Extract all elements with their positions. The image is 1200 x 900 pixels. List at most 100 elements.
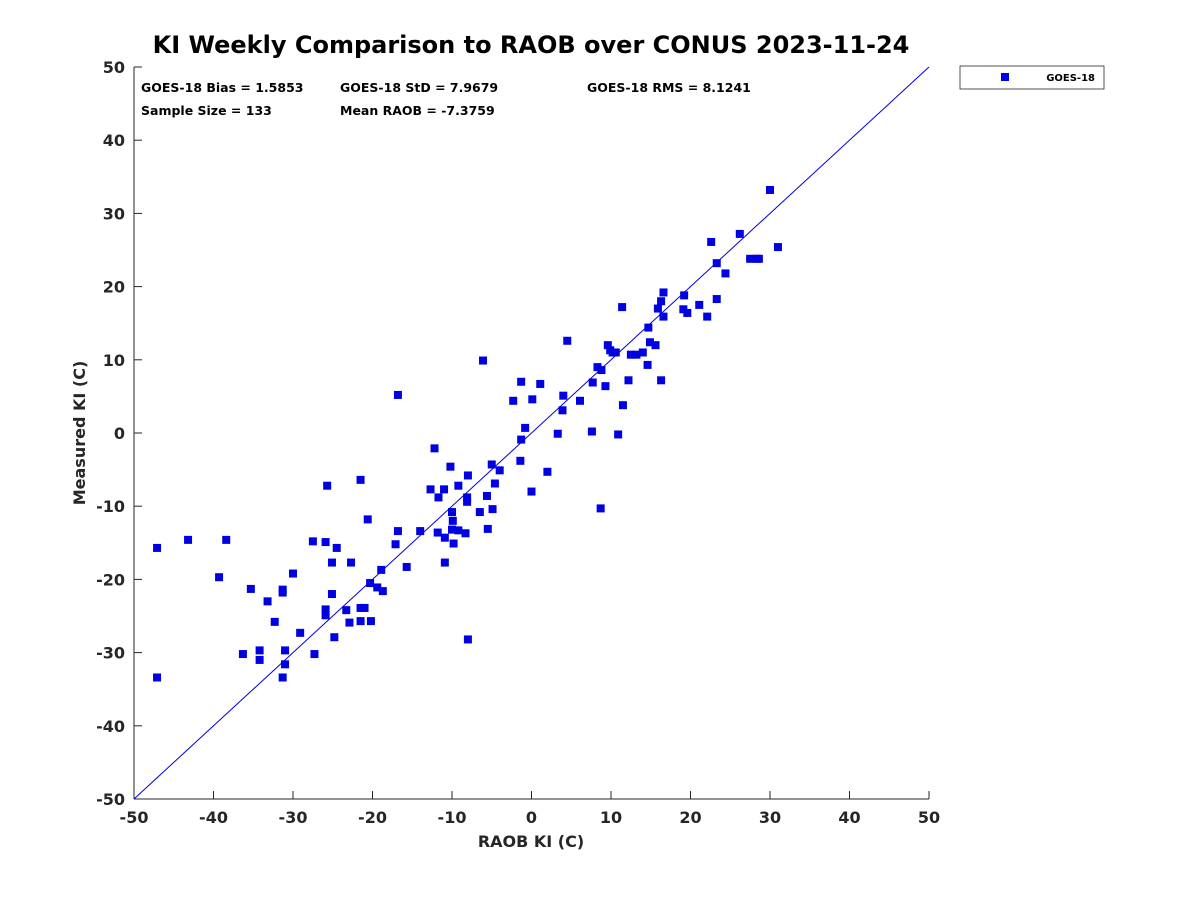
- data-point: [416, 527, 425, 536]
- data-point: [614, 430, 623, 439]
- data-point: [563, 336, 572, 345]
- data-point: [624, 376, 633, 385]
- x-tick-label: -20: [358, 808, 387, 827]
- data-point: [461, 529, 470, 538]
- data-point: [454, 526, 463, 535]
- y-tick-label: -30: [96, 644, 125, 663]
- data-point: [433, 528, 442, 537]
- data-point: [345, 618, 354, 627]
- data-point: [495, 466, 504, 475]
- data-point: [597, 366, 606, 375]
- y-tick-label: 10: [103, 351, 125, 370]
- data-point: [321, 611, 330, 620]
- legend: GOES-18: [959, 65, 1105, 90]
- y-axis-label: Measured KI (C): [70, 361, 89, 506]
- x-tick-label: 50: [918, 808, 940, 827]
- data-point: [323, 481, 332, 490]
- x-tick-label: -40: [199, 808, 228, 827]
- data-point: [695, 300, 704, 309]
- data-point: [659, 288, 668, 297]
- x-tick-label: 40: [838, 808, 860, 827]
- data-point: [391, 540, 400, 549]
- data-point: [721, 269, 730, 278]
- stats-block: GOES-18 Bias = 1.5853 GOES-18 StD = 7.96…: [141, 80, 751, 118]
- data-point: [680, 291, 689, 300]
- data-point: [255, 655, 264, 664]
- y-tick-label: 30: [103, 204, 125, 223]
- data-point: [310, 650, 319, 659]
- data-point: [611, 348, 620, 357]
- data-point: [393, 390, 402, 399]
- data-point: [559, 391, 568, 400]
- data-point: [632, 350, 641, 359]
- data-point: [653, 304, 662, 313]
- x-tick-label: 0: [526, 808, 537, 827]
- y-tick-label: -50: [96, 790, 125, 809]
- data-point: [153, 673, 162, 682]
- data-point: [289, 569, 297, 578]
- plot-area: -50 -40 -30 -20 -10 0 10 20 30 40 50 -50 -40 -30 -20 -1…: [96, 58, 940, 827]
- x-tick-label: -50: [120, 808, 149, 827]
- data-point: [327, 590, 336, 599]
- data-point: [222, 535, 231, 544]
- x-tick-label: -10: [438, 808, 467, 827]
- data-point: [773, 243, 782, 252]
- data-point: [528, 395, 537, 404]
- data-point: [356, 617, 365, 626]
- data-point: [517, 435, 526, 444]
- data-point: [516, 456, 525, 465]
- data-point: [281, 646, 290, 655]
- data-point: [659, 312, 668, 321]
- data-point: [393, 527, 402, 536]
- data-point: [463, 635, 472, 644]
- data-point: [238, 650, 247, 659]
- data-point: [184, 535, 193, 544]
- data-point: [657, 376, 666, 385]
- data-point: [263, 597, 272, 606]
- data-point: [645, 338, 654, 347]
- y-tick-label: 40: [103, 131, 125, 150]
- y-tick-label: -40: [96, 717, 125, 736]
- data-point: [683, 308, 692, 317]
- data-point: [575, 396, 584, 405]
- data-point: [712, 259, 721, 268]
- data-point: [430, 444, 439, 453]
- data-point: [321, 605, 330, 614]
- data-point: [448, 516, 457, 525]
- data-point: [463, 471, 472, 480]
- data-point: [553, 429, 562, 438]
- stat-std: GOES-18 StD = 7.9679: [340, 80, 498, 95]
- y-tick-label: -20: [96, 570, 125, 589]
- data-point: [618, 303, 627, 312]
- data-point: [446, 462, 455, 471]
- chart-title: KI Weekly Comparison to RAOB over CONUS …: [153, 31, 910, 59]
- data-point: [363, 515, 372, 524]
- data-point: [509, 396, 518, 405]
- data-point: [373, 583, 382, 592]
- data-point: [703, 312, 712, 321]
- data-point: [543, 467, 552, 476]
- data-point: [366, 617, 375, 626]
- data-point: [153, 543, 162, 552]
- data-point: [766, 185, 774, 194]
- data-point: [707, 237, 716, 246]
- legend-box: [959, 65, 1105, 90]
- data-point: [618, 401, 627, 410]
- data-point: [278, 673, 287, 682]
- stat-mean-raob: Mean RAOB = -7.3759: [340, 103, 495, 118]
- data-point: [558, 406, 567, 415]
- data-point: [587, 427, 596, 436]
- data-point: [490, 479, 499, 488]
- data-point: [440, 485, 449, 494]
- data-point: [644, 323, 653, 332]
- data-point: [746, 254, 755, 263]
- data-point: [754, 254, 763, 263]
- data-point: [626, 350, 635, 359]
- data-point: [482, 491, 491, 500]
- legend-label: GOES-18: [1046, 73, 1095, 84]
- data-point: [366, 579, 375, 588]
- data-point: [463, 493, 472, 502]
- data-point: [296, 628, 305, 637]
- data-point: [638, 348, 647, 357]
